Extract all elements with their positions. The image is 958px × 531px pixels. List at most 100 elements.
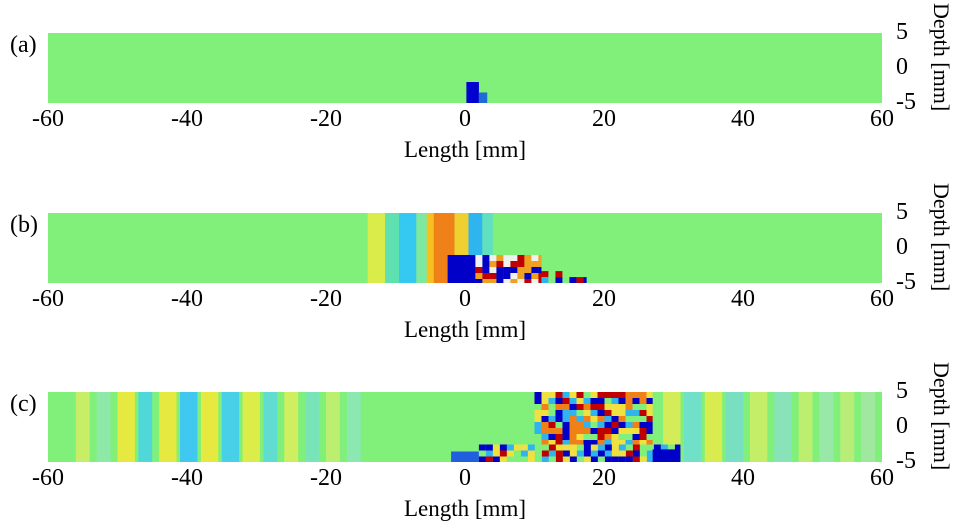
field-cell <box>506 456 514 462</box>
field-cell <box>520 444 528 451</box>
field-cell <box>604 456 612 462</box>
field-cell <box>611 428 619 434</box>
field-cell <box>576 428 584 434</box>
field-cell <box>541 422 549 428</box>
field-cell <box>632 434 640 440</box>
field-cell <box>503 267 511 273</box>
field-block <box>478 92 488 103</box>
y-tick-label: -5 <box>896 269 916 295</box>
field-cell <box>639 392 647 398</box>
field-cell <box>548 440 556 445</box>
wave-band <box>416 213 427 283</box>
field-cell <box>541 456 549 462</box>
field-cell <box>548 434 556 440</box>
x-tick-label: 40 <box>731 286 755 312</box>
field-cell <box>541 271 549 278</box>
field-cell <box>604 444 612 451</box>
field-cell <box>496 267 504 273</box>
field-cell <box>534 416 542 422</box>
field-cell <box>555 398 563 404</box>
field-cell <box>555 440 563 445</box>
wave-band <box>159 392 177 462</box>
field-cell <box>531 273 539 279</box>
panel-label: (c) <box>10 391 37 417</box>
field-cell <box>590 410 598 416</box>
wave-band <box>683 392 702 462</box>
field-cell <box>646 410 653 416</box>
wave-band <box>96 392 111 462</box>
field-cell <box>625 410 633 416</box>
heatmap-svg <box>48 213 882 283</box>
field-cell <box>618 456 626 462</box>
field-cell <box>510 255 518 261</box>
field-cell <box>541 440 549 445</box>
field-cell <box>639 434 647 440</box>
field-cell <box>597 416 605 422</box>
heatmap-plot-area <box>48 33 882 103</box>
field-cell <box>489 261 497 267</box>
field-cell <box>541 434 549 440</box>
field-cell <box>513 456 521 462</box>
field-cell <box>611 404 619 410</box>
wave-band <box>725 392 743 462</box>
field-cell <box>492 444 500 451</box>
x-tick-label: -60 <box>32 465 64 491</box>
field-cell <box>478 456 486 462</box>
field-cell <box>489 267 497 273</box>
field-cell <box>618 410 626 416</box>
x-tick-label: 0 <box>459 286 471 312</box>
field-cell <box>569 410 577 416</box>
field-cell <box>555 444 563 451</box>
wave-band <box>284 392 299 462</box>
wave-band <box>367 213 386 283</box>
field-cell <box>562 422 570 428</box>
field-cell <box>510 273 518 279</box>
field-cell <box>618 444 626 451</box>
field-cell <box>569 277 577 283</box>
field-cell <box>625 428 633 434</box>
field-cell <box>590 434 598 440</box>
heatmap-background <box>48 33 882 103</box>
field-cell <box>583 271 587 278</box>
wave-band <box>861 392 876 462</box>
field-cell <box>534 392 542 398</box>
x-tick-label: -40 <box>171 106 203 132</box>
field-cell <box>597 444 605 451</box>
field-cell <box>625 450 633 457</box>
field-cell <box>576 410 584 416</box>
field-cell <box>625 404 633 410</box>
x-tick-label: 40 <box>731 106 755 132</box>
field-cell <box>555 434 563 440</box>
field-cell <box>646 450 654 457</box>
field-cell <box>590 450 598 457</box>
field-cell <box>496 261 504 267</box>
field-cell <box>632 428 640 434</box>
field-cell <box>534 422 542 428</box>
field-cell <box>646 398 653 404</box>
x-tick-label: 60 <box>870 106 894 132</box>
field-cell <box>604 404 612 410</box>
field-cell <box>618 416 626 422</box>
wave-band <box>385 213 399 283</box>
field-cell <box>538 255 542 261</box>
field-cell <box>527 456 535 462</box>
field-cell <box>639 416 647 422</box>
field-cell <box>583 450 591 457</box>
field-cell <box>541 277 549 283</box>
field-cell <box>674 444 681 451</box>
heatmap-svg <box>48 33 882 103</box>
field-cell <box>562 450 570 457</box>
field-cell <box>538 267 542 273</box>
field-cell <box>632 398 640 404</box>
field-cell <box>499 456 507 462</box>
field-cell <box>597 456 605 462</box>
field-cell <box>597 422 605 428</box>
field-cell <box>646 392 653 398</box>
field-cell <box>611 410 619 416</box>
field-cell <box>625 440 633 445</box>
field-block <box>447 255 476 283</box>
field-cell <box>478 450 486 457</box>
x-tick-label: -20 <box>310 465 342 491</box>
field-cell <box>541 428 549 434</box>
field-cell <box>541 410 549 416</box>
